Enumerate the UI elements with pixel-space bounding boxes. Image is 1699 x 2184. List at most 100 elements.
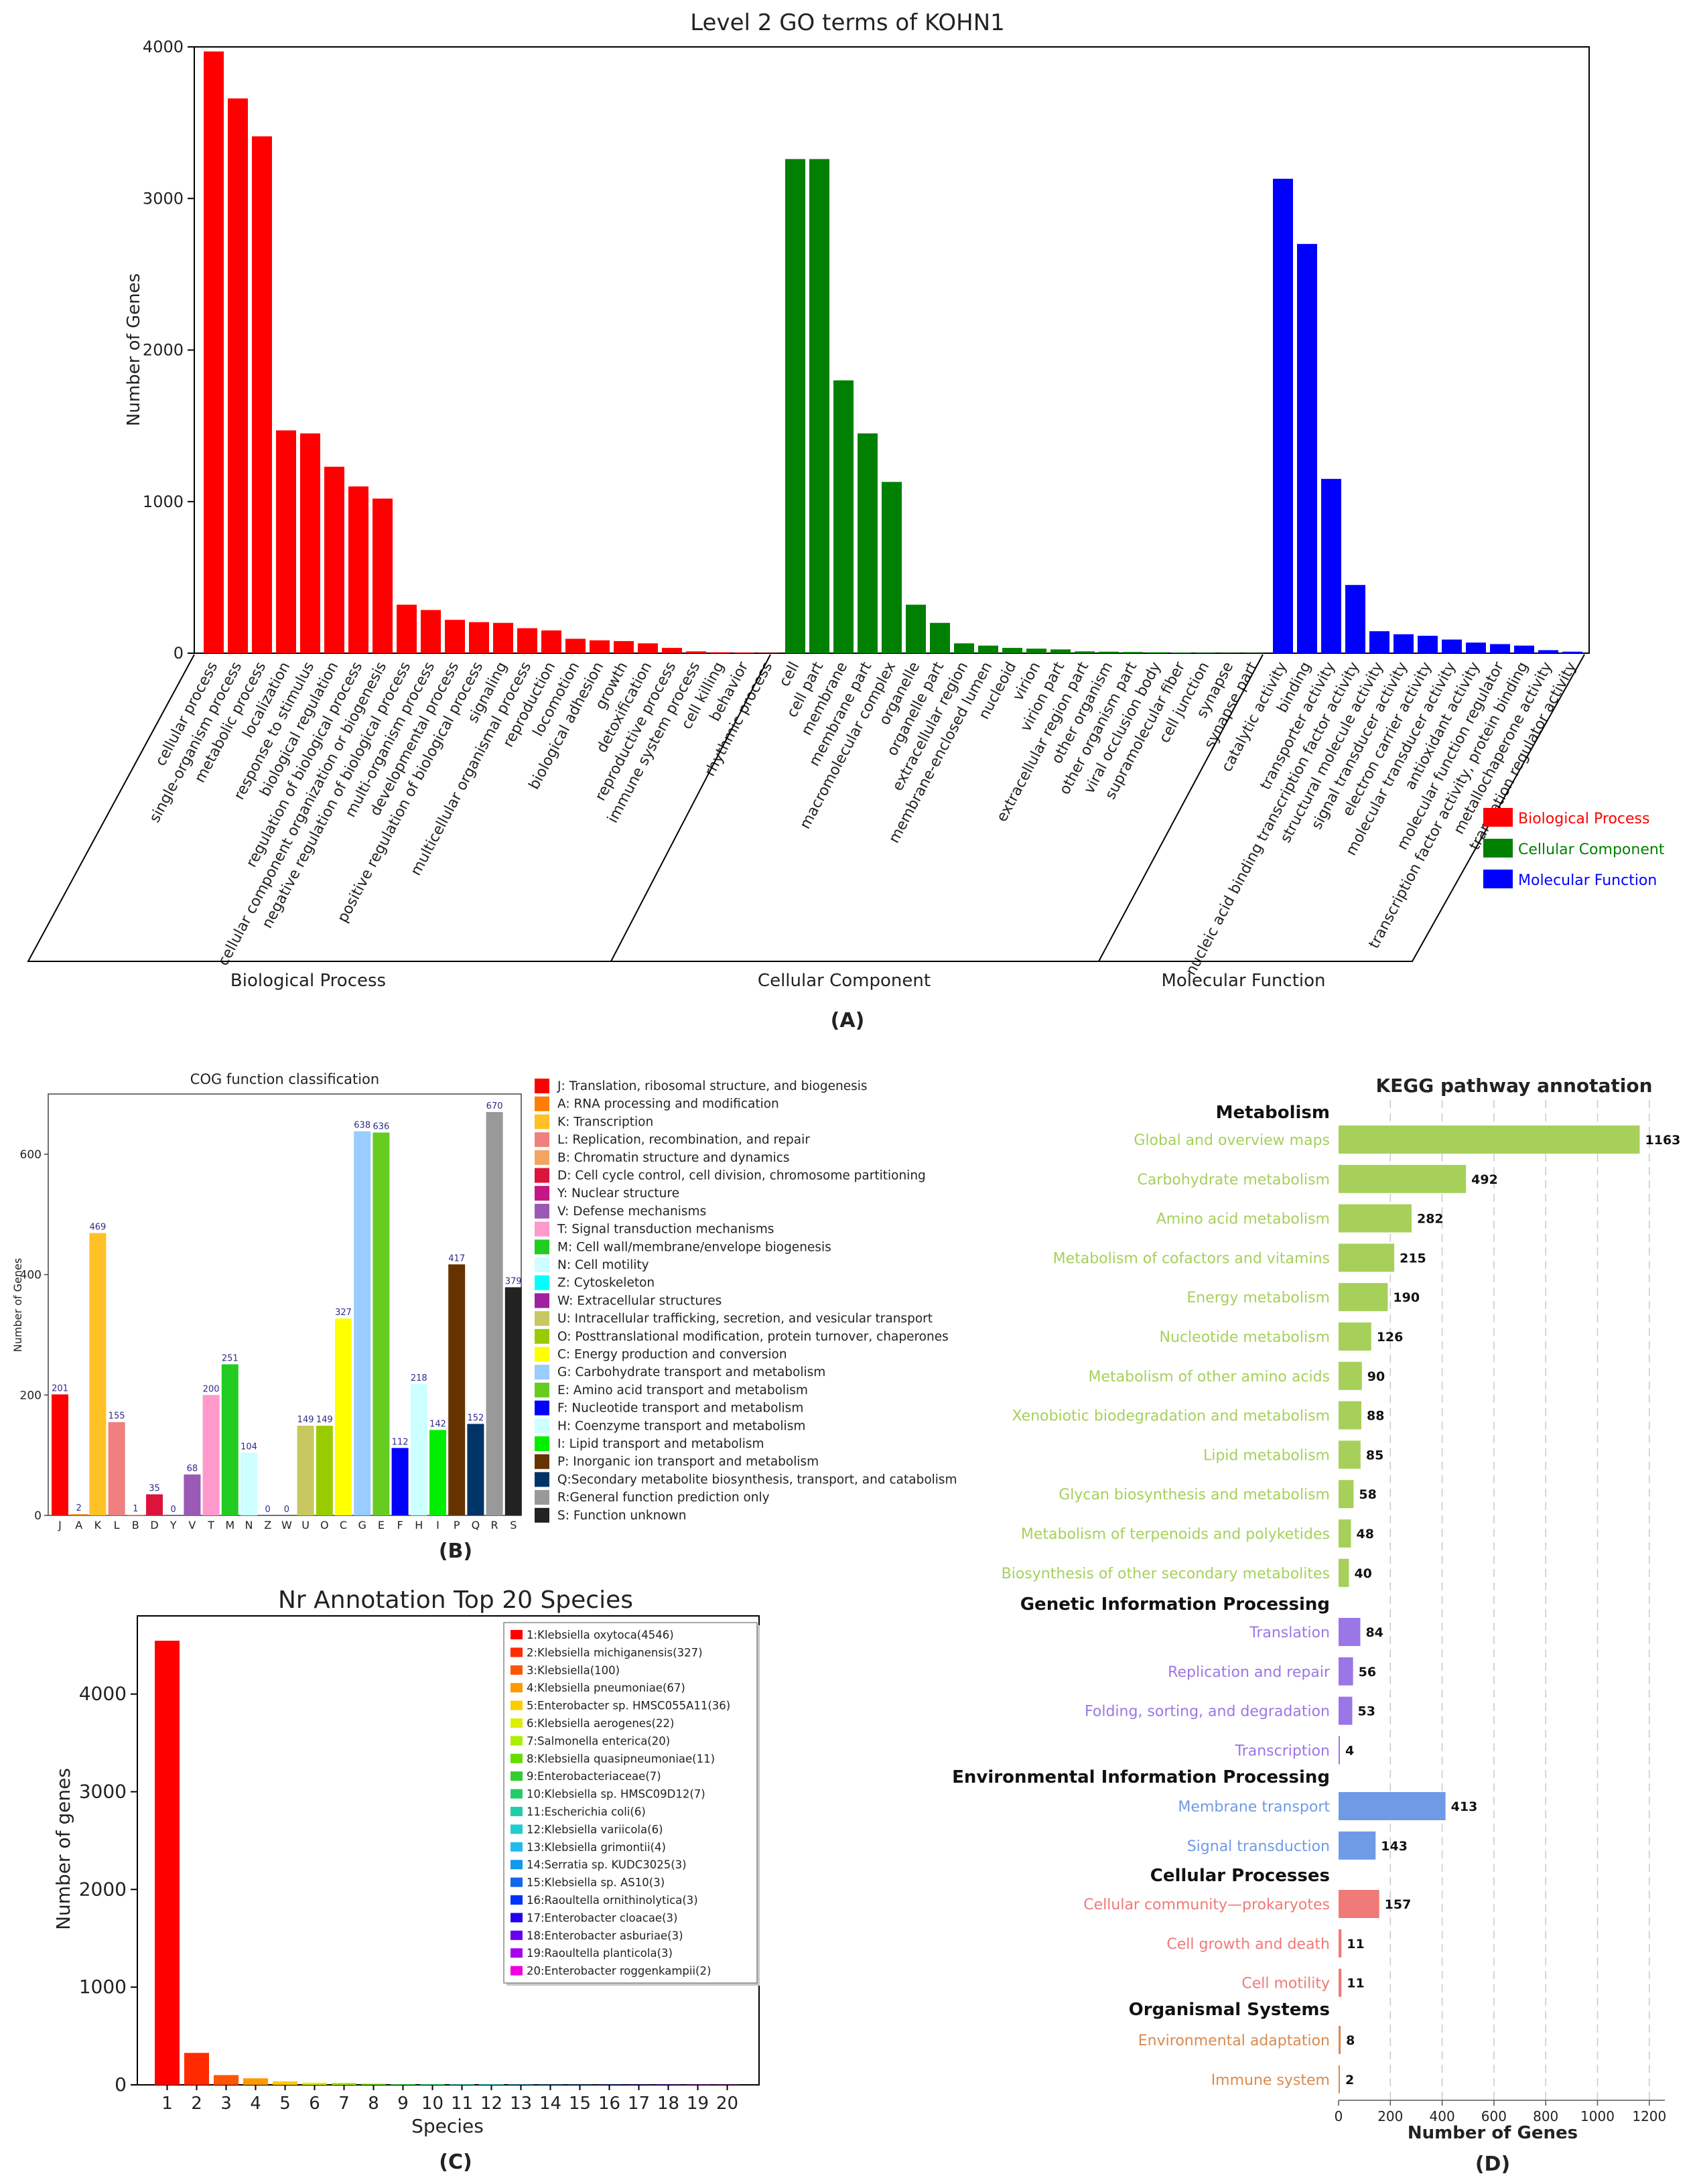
nr-legend-swatch xyxy=(511,1860,523,1870)
kegg-bar xyxy=(1339,1204,1412,1233)
nr-legend-label: 9:Enterobacteriaceae(7) xyxy=(527,1770,661,1783)
kegg-x-tick-label: 1000 xyxy=(1580,2108,1615,2124)
cog-x-tick-label: P xyxy=(454,1519,460,1531)
cog-legend-swatch xyxy=(535,1275,549,1290)
panel-label-c: (C) xyxy=(439,2151,472,2174)
go-bar xyxy=(1514,645,1534,653)
cog-legend-swatch xyxy=(535,1186,549,1201)
go-y-tick-label: 3000 xyxy=(143,189,184,208)
go-legend-swatch xyxy=(1483,839,1513,858)
cog-legend-swatch xyxy=(535,1328,549,1344)
go-bar xyxy=(930,622,950,653)
kegg-row-label: Cellular community—prokaryotes xyxy=(1083,1897,1330,1913)
cog-legend-swatch xyxy=(535,1168,549,1183)
kegg-bar xyxy=(1339,1243,1395,1272)
cog-y-tick-label: 600 xyxy=(20,1148,42,1162)
go-bar xyxy=(541,630,561,653)
go-bar xyxy=(372,498,393,653)
cog-bar-value-label: 142 xyxy=(429,1419,446,1429)
cog-bar xyxy=(410,1384,427,1515)
kegg-bar-value-label: 126 xyxy=(1377,1330,1404,1345)
nr-legend-swatch xyxy=(511,1718,523,1728)
kegg-bar xyxy=(1339,1929,1342,1958)
kegg-row-label: Cell motility xyxy=(1241,1976,1330,1992)
nr-bar xyxy=(479,2084,504,2085)
cog-legend-label: M: Cell wall/membrane/envelope biogenesi… xyxy=(557,1240,831,1254)
kegg-bar-value-label: 8 xyxy=(1346,2033,1355,2048)
kegg-group-header: Organismal Systems xyxy=(1129,2000,1330,2020)
cog-legend-label: G: Carbohydrate transport and metabolism xyxy=(557,1365,825,1379)
nr-bar xyxy=(450,2084,474,2085)
cog-x-tick-label: U xyxy=(301,1519,310,1531)
kegg-row-label: Carbohydrate metabolism xyxy=(1137,1172,1330,1188)
go-bar xyxy=(276,430,296,653)
cog-bar-value-label: 200 xyxy=(203,1384,220,1394)
nr-x-tick-label: 14 xyxy=(539,2094,561,2114)
cog-legend-label: D: Cell cycle control, cell division, ch… xyxy=(557,1169,926,1183)
kegg-bar xyxy=(1339,1401,1362,1430)
cog-legend-label: Q:Secondary metabolite biosynthesis, tra… xyxy=(557,1473,957,1487)
go-y-tick-label: 0 xyxy=(174,644,184,663)
go-bar xyxy=(1075,651,1095,653)
nr-bar xyxy=(391,2084,415,2085)
kegg-bar-value-label: 11 xyxy=(1347,1937,1364,1952)
kegg-row-label: Xenobiotic biodegradation and metabolism xyxy=(1012,1408,1331,1425)
go-bar xyxy=(469,622,489,653)
cog-bar-value-label: 149 xyxy=(297,1415,314,1425)
cog-legend-label: Y: Nuclear structure xyxy=(557,1186,679,1201)
go-bar xyxy=(1273,178,1293,653)
cog-legend-label: L: Replication, recombination, and repai… xyxy=(557,1133,810,1147)
cog-title: COG function classification xyxy=(190,1071,379,1087)
cog-legend-swatch xyxy=(535,1079,549,1093)
kegg-row-label: Immune system xyxy=(1211,2072,1330,2089)
go-bar xyxy=(517,628,537,653)
nr-legend-label: 17:Enterobacter cloacae(3) xyxy=(527,1911,677,1924)
cog-legend-label: F: Nucleotide transport and metabolism xyxy=(557,1402,803,1416)
go-bar xyxy=(590,640,610,653)
nr-bar xyxy=(243,2078,268,2085)
kegg-bar xyxy=(1339,1890,1379,1918)
kegg-bar xyxy=(1339,1736,1340,1765)
cog-legend-label: S: Function unknown xyxy=(557,1509,687,1523)
nr-legend-swatch xyxy=(511,1877,523,1887)
nr-legend-label: 15:Klebsiella sp. AS10(3) xyxy=(527,1876,665,1889)
nr-y-tick-label: 4000 xyxy=(79,1683,127,1705)
cog-legend-label: P: Inorganic ion transport and metabolis… xyxy=(557,1455,819,1469)
cog-bar xyxy=(316,1426,333,1515)
kegg-row-label: Cell growth and death xyxy=(1166,1936,1330,1953)
go-group-label: Cellular Component xyxy=(758,971,931,991)
go-y-tick-label: 2000 xyxy=(143,341,184,360)
go-bar xyxy=(1345,585,1365,653)
kegg-row-label: Glycan biosynthesis and metabolism xyxy=(1059,1487,1330,1503)
panel-label-d: (D) xyxy=(1475,2153,1510,2176)
kegg-x-tick-label: 0 xyxy=(1335,2108,1343,2124)
cog-bar-value-label: 1 xyxy=(133,1504,138,1514)
go-bar xyxy=(638,643,658,653)
kegg-row-label: Nucleotide metabolism xyxy=(1160,1329,1330,1346)
kegg-row-label: Lipid metabolism xyxy=(1203,1447,1330,1464)
go-y-tick-label: 1000 xyxy=(143,492,184,511)
kegg-bar-value-label: 413 xyxy=(1451,1799,1478,1814)
go-bar xyxy=(1002,648,1022,653)
nr-legend-swatch xyxy=(511,1966,523,1976)
cog-bar-value-label: 327 xyxy=(335,1308,352,1318)
kegg-bar xyxy=(1339,2026,1341,2054)
cog-bar xyxy=(70,1514,88,1515)
cog-legend-label: A: RNA processing and modification xyxy=(557,1097,779,1111)
nr-legend-label: 10:Klebsiella sp. HMSC09D12(7) xyxy=(527,1788,705,1801)
nr-x-tick-label: 18 xyxy=(657,2094,679,2114)
nr-legend-label: 1:Klebsiella oxytoca(4546) xyxy=(527,1629,674,1641)
cog-x-tick-label: D xyxy=(150,1519,158,1531)
nr-legend-swatch xyxy=(511,1895,523,1905)
cog-legend-swatch xyxy=(535,1436,549,1451)
kegg-bar xyxy=(1339,1831,1376,1860)
nr-x-tick-label: 12 xyxy=(480,2094,502,2114)
cog-x-tick-label: L xyxy=(114,1519,120,1531)
go-bar xyxy=(1490,644,1510,653)
go-legend-label: Cellular Component xyxy=(1518,841,1665,858)
kegg-x-axis-label: Number of Genes xyxy=(1408,2123,1578,2143)
kegg-bar-value-label: 48 xyxy=(1357,1527,1374,1542)
go-bar xyxy=(833,380,854,653)
kegg-bar-value-label: 190 xyxy=(1393,1290,1420,1305)
kegg-bar xyxy=(1339,1283,1388,1312)
